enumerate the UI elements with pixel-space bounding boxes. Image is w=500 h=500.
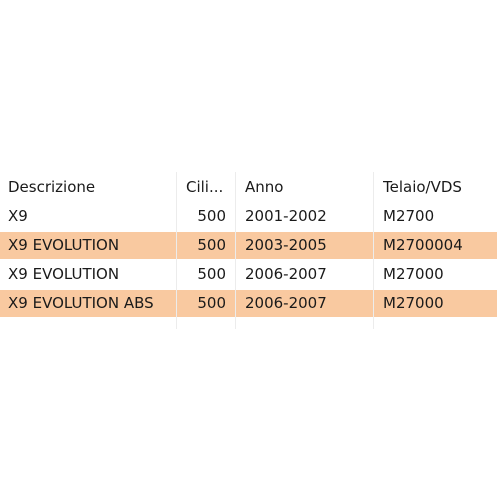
column-header-descrizione[interactable]: Descrizione [8,178,96,196]
cell-anno: 2006-2007 [245,265,327,283]
cell-telaio: M27000 [383,265,444,283]
table-row[interactable]: X9 EVOLUTION ABS 500 2006-2007 M27000 [0,289,500,318]
vehicle-table: Descrizione Cili... Anno Telaio/VDS X9 5… [0,172,500,318]
cell-cilindrata: 500 [197,236,226,254]
cell-anno: 2001-2002 [245,207,327,225]
cell-telaio: M2700004 [383,236,463,254]
cell-descrizione: X9 EVOLUTION ABS [8,294,154,312]
column-divider[interactable] [176,172,177,329]
cell-descrizione: X9 EVOLUTION [8,236,120,254]
table-row[interactable]: X9 EVOLUTION 500 2006-2007 M27000 [0,260,500,289]
column-divider[interactable] [235,172,236,329]
cell-anno: 2006-2007 [245,294,327,312]
row-highlight [0,290,497,317]
cell-telaio: M27000 [383,294,444,312]
cell-cilindrata: 500 [197,265,226,283]
table-row[interactable]: X9 EVOLUTION 500 2003-2005 M2700004 [0,231,500,260]
column-header-cilindrata[interactable]: Cili... [186,178,224,196]
column-header-telaio[interactable]: Telaio/VDS [383,178,462,196]
cell-cilindrata: 500 [197,207,226,225]
column-divider[interactable] [373,172,374,329]
cell-telaio: M2700 [383,207,435,225]
cell-cilindrata: 500 [197,294,226,312]
column-header-anno[interactable]: Anno [245,178,284,196]
table-header: Descrizione Cili... Anno Telaio/VDS [0,172,500,202]
cell-descrizione: X9 [8,207,28,225]
cell-anno: 2003-2005 [245,236,327,254]
row-highlight [0,232,497,259]
table-row[interactable]: X9 500 2001-2002 M2700 [0,202,500,231]
cell-descrizione: X9 EVOLUTION [8,265,120,283]
